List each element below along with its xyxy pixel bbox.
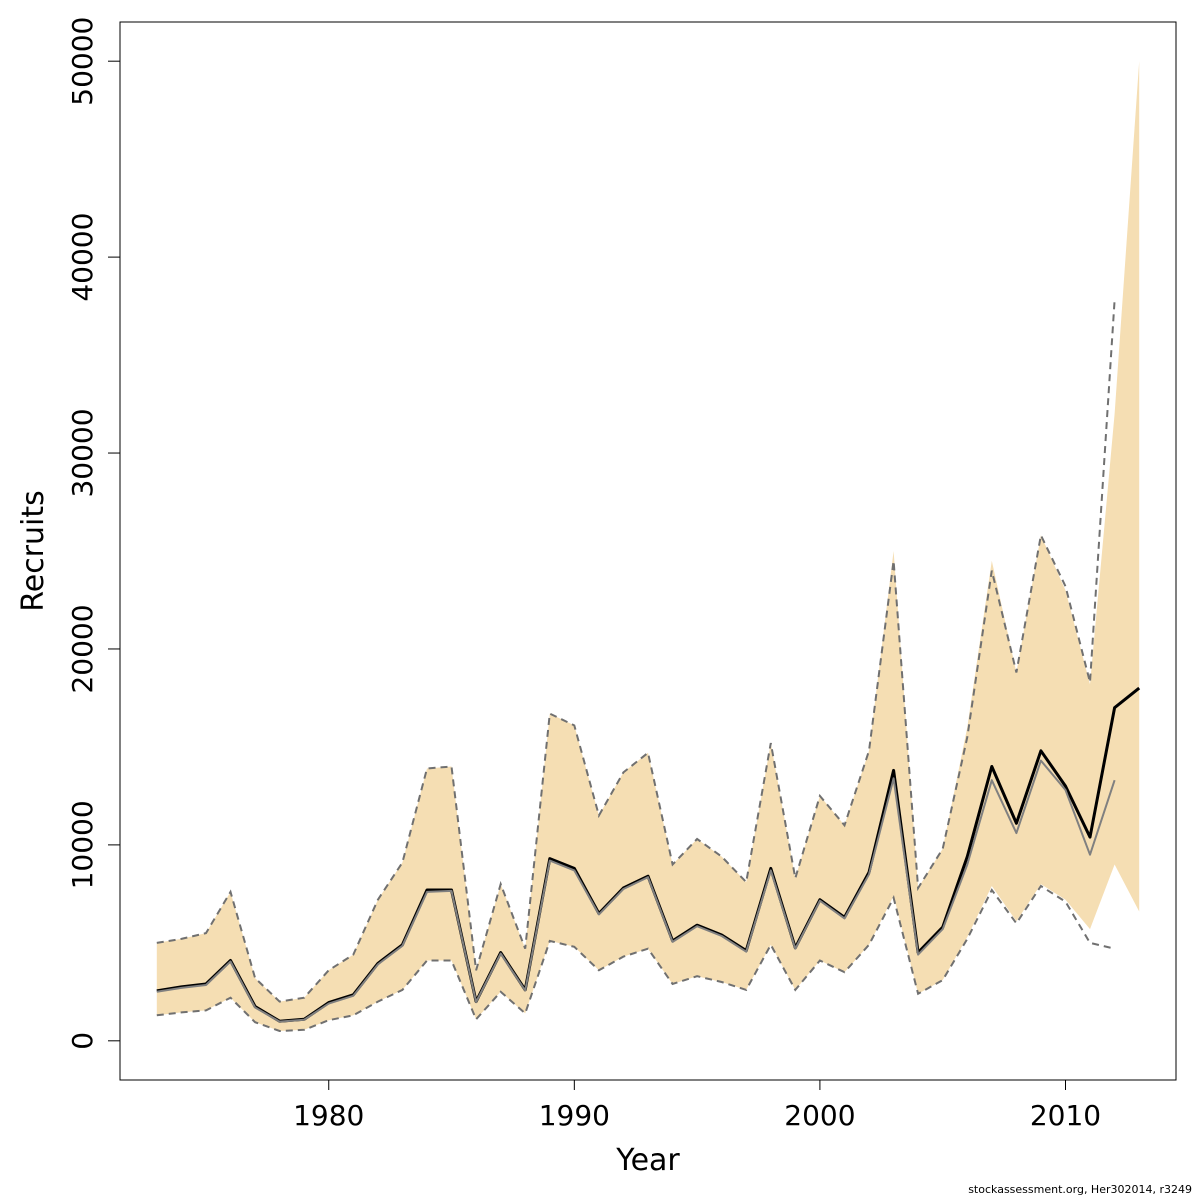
y-tick-label: 30000 (66, 408, 99, 497)
confidence-band (156, 61, 1140, 1031)
y-axis-title: Recruits (16, 490, 51, 612)
y-axis: 0 10000 20000 30000 40000 50000 (66, 17, 120, 1050)
x-axis-title: Year (615, 1143, 680, 1178)
y-tick-label: 10000 (66, 800, 99, 889)
y-tick-label: 50000 (66, 17, 99, 106)
source-footnote: stockassessment.org, Her302014, r3249 (968, 1183, 1192, 1196)
confidence-band-layer (156, 61, 1140, 1031)
y-tick-label: 20000 (66, 604, 99, 693)
x-tick-label: 2010 (1030, 1099, 1101, 1132)
previous-estimate-line (156, 759, 1116, 1023)
previous-lower-ci-line (156, 884, 1115, 1033)
x-axis: 1980 1990 2000 2010 (293, 1080, 1101, 1132)
y-tick-label: 0 (66, 1032, 99, 1050)
x-tick-label: 1990 (539, 1099, 610, 1132)
previous-upper-ci-line (156, 300, 1116, 1003)
x-tick-label: 2000 (784, 1099, 855, 1132)
y-tick-label: 40000 (66, 213, 99, 302)
series-layer (156, 300, 1141, 1033)
x-tick-label: 1980 (293, 1099, 364, 1132)
plot-frame (119, 21, 1177, 1081)
